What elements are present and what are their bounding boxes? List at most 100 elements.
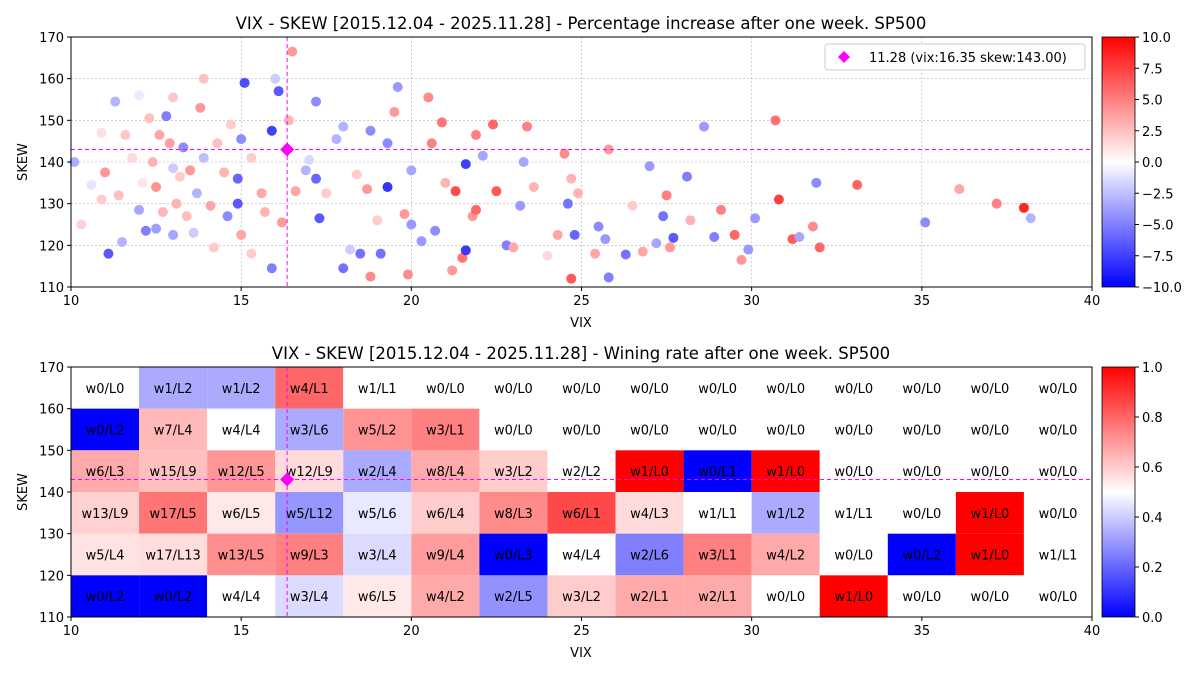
heatmap-cell-label: w3/L4 <box>290 590 329 605</box>
scatter-point <box>134 90 145 101</box>
heatmap-cell <box>71 408 140 451</box>
heatmap-cell-label: w17/L13 <box>145 549 200 564</box>
heatmap-cell-label: w0/L0 <box>902 424 941 439</box>
y-tick-label: 130 <box>39 528 64 543</box>
heatmap-cell <box>71 492 140 534</box>
scatter-point <box>154 129 165 140</box>
heatmap-cell-label: w0/L0 <box>494 382 533 397</box>
heatmap-cell-label: w3/L6 <box>290 424 329 439</box>
heatmap-cell-label: w4/L4 <box>562 549 601 564</box>
heatmap-cell <box>479 575 548 617</box>
scatter-point <box>573 188 584 199</box>
scatter-point <box>658 211 669 222</box>
scatter-point <box>232 173 243 184</box>
scatter-point <box>185 165 196 176</box>
colorbar-tick-label: 0.4 <box>1142 511 1163 526</box>
heatmap-cell <box>1023 575 1092 617</box>
heatmap-cell <box>955 492 1024 534</box>
y-tick-label: 150 <box>39 444 64 459</box>
scatter-point <box>794 232 805 242</box>
heatmap-cell-label: w4/L2 <box>766 549 805 564</box>
heatmap-cell-label: w0/L0 <box>1039 465 1078 480</box>
scatter-point <box>637 246 648 257</box>
heatmap-cell-label: w7/L4 <box>154 424 193 439</box>
heatmap-cell <box>819 408 888 451</box>
colorbar-tick-label: −7.5 <box>1142 250 1174 265</box>
heatmap-cell <box>547 450 616 492</box>
heatmap-cell-label: w6/L5 <box>222 507 261 522</box>
heatmap-cell <box>343 450 412 492</box>
x-tick-label: 10 <box>63 294 80 309</box>
heatmap-cell <box>751 533 820 576</box>
scatter-point <box>406 219 417 230</box>
scatter-point <box>212 138 223 149</box>
scatter-point <box>382 138 393 149</box>
heatmap-cell <box>139 367 208 409</box>
scatter-point <box>96 194 107 205</box>
scatter-point <box>110 96 121 107</box>
colorbar-tick-label: 0.8 <box>1142 411 1163 426</box>
heatmap-cell <box>343 533 412 576</box>
y-tick-label: 160 <box>39 403 64 418</box>
heatmap-cell-label: w5/L6 <box>358 507 397 522</box>
heatmap-cells: w0/L0 w1/L2 w1/L2 w4/L1 w1/L1 w0/L0 w0/L0 w0/L0… <box>71 367 1092 617</box>
heatmap-cell-label: w2/L1 <box>630 590 669 605</box>
heatmap-cell-label: w1/L1 <box>1039 549 1078 564</box>
scatter-point <box>338 263 349 274</box>
scatter-point <box>113 190 124 201</box>
scatter-point <box>266 125 277 136</box>
heatmap-cell <box>479 408 548 451</box>
heatmap-cell-label: w5/L4 <box>86 549 125 564</box>
heatmap-reference-lines <box>71 367 1092 617</box>
heatmap-cell-label: w0/L0 <box>698 424 737 439</box>
scatter-point <box>562 198 573 209</box>
heatmap-cell <box>683 492 752 534</box>
x-tick-label: 30 <box>743 624 760 639</box>
scatter-point <box>470 129 481 140</box>
heatmap-cell-label: w1/L0 <box>971 549 1010 564</box>
scatter-point <box>151 223 162 234</box>
heatmap-cell-label: w15/L9 <box>150 465 197 480</box>
scatter-chart: VIX - SKEW [2015.12.04 - 2025.11.28] - P… <box>16 14 1182 331</box>
heatmap-cell <box>955 450 1024 492</box>
scatter-point <box>460 159 471 170</box>
scatter-point <box>620 249 631 260</box>
scatter-point <box>246 248 257 259</box>
scatter-point <box>174 171 185 182</box>
scatter-point <box>232 198 243 209</box>
heatmap-cell <box>547 408 616 451</box>
scatter-point <box>198 73 209 84</box>
scatter-point <box>566 173 577 184</box>
scatter-point <box>259 207 270 217</box>
heatmap-cell <box>343 408 412 451</box>
scatter-point <box>389 107 400 117</box>
legend-label: 11.28 (vix:16.35 skew:143.00) <box>869 51 1067 66</box>
heatmap-cell <box>275 492 344 534</box>
heatmap-cell <box>71 450 140 492</box>
y-tick-label: 150 <box>39 114 64 129</box>
scatter-point <box>770 115 781 126</box>
x-tick-label: 35 <box>914 624 931 639</box>
scatter-point <box>161 111 172 122</box>
heatmap-cell <box>751 450 820 492</box>
scatter-point <box>120 129 131 140</box>
scatter-point <box>76 219 87 230</box>
heatmap-cell <box>139 533 208 576</box>
heatmap-cell <box>411 533 480 576</box>
scatter-point <box>552 229 563 240</box>
scatter-point <box>188 227 199 238</box>
scatter-point <box>236 134 247 145</box>
scatter-point <box>699 121 710 132</box>
scatter-point <box>406 165 417 176</box>
scatter-point <box>127 152 138 163</box>
heatmap-cell-label: w1/L1 <box>834 507 873 522</box>
heatmap-cell <box>71 575 140 617</box>
colorbar-tick-label: 5.0 <box>1142 94 1163 109</box>
scatter-point <box>239 77 250 88</box>
heatmap-cell-label: w0/L0 <box>971 465 1010 480</box>
heatmap-cell <box>411 408 480 451</box>
x-tick-label: 25 <box>573 624 590 639</box>
scatter-point <box>144 113 155 124</box>
scatter-point <box>542 250 553 261</box>
